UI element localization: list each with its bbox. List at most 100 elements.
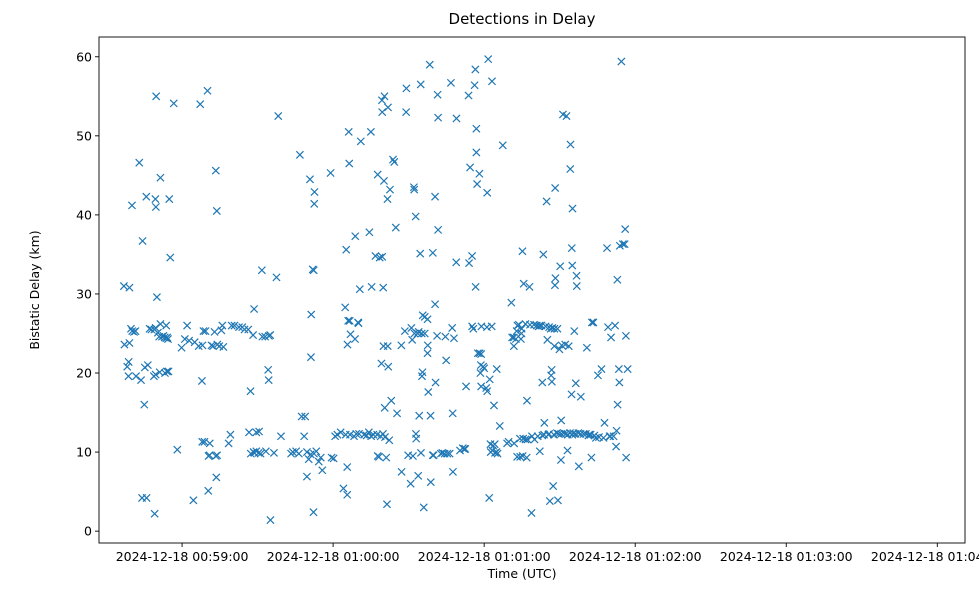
- data-point: [568, 204, 577, 213]
- data-point: [402, 84, 411, 93]
- data-point: [613, 275, 622, 284]
- data-point: [487, 77, 496, 86]
- data-point: [211, 166, 220, 175]
- data-point: [156, 319, 165, 329]
- data-point: [461, 444, 470, 453]
- data-point: [434, 225, 443, 234]
- data-point: [266, 331, 275, 340]
- data-point: [196, 100, 205, 109]
- data-point: [570, 327, 579, 336]
- data-point: [615, 378, 624, 387]
- data-point: [480, 364, 489, 373]
- x-tick-label: 2024-12-18 01:03:00: [720, 549, 853, 564]
- data-point: [143, 361, 152, 370]
- data-point: [620, 240, 629, 249]
- data-point: [377, 359, 386, 368]
- data-point: [314, 457, 323, 466]
- data-point: [470, 81, 479, 90]
- data-point: [551, 183, 560, 193]
- data-point: [173, 445, 182, 454]
- data-point: [410, 185, 419, 194]
- data-point: [204, 486, 213, 495]
- data-point: [460, 444, 469, 453]
- data-point: [568, 261, 577, 270]
- data-point: [475, 169, 484, 178]
- data-point: [379, 283, 388, 292]
- data-point: [200, 437, 209, 446]
- data-point: [327, 453, 336, 462]
- data-point: [302, 448, 311, 457]
- data-point: [355, 285, 364, 294]
- data-point: [572, 271, 581, 280]
- x-axis-label: Time (UTC): [486, 566, 556, 581]
- data-point: [550, 342, 559, 351]
- data-point: [306, 353, 315, 362]
- data-point: [345, 316, 354, 325]
- data-point: [545, 497, 554, 506]
- data-point: [429, 451, 438, 460]
- data-point: [550, 281, 559, 290]
- data-point: [416, 80, 425, 89]
- data-point: [468, 251, 477, 261]
- data-point: [490, 440, 499, 449]
- data-point: [417, 329, 426, 338]
- data-point: [266, 516, 275, 525]
- data-point: [309, 266, 318, 275]
- data-point: [527, 508, 536, 517]
- data-point: [205, 439, 214, 448]
- y-tick-label: 20: [76, 366, 92, 381]
- data-point: [218, 321, 227, 330]
- data-point: [425, 60, 434, 69]
- data-point: [369, 430, 378, 439]
- data-point: [493, 449, 502, 458]
- data-point: [162, 367, 171, 376]
- data-point: [252, 428, 261, 437]
- data-point: [613, 400, 622, 409]
- data-point: [393, 409, 402, 418]
- data-point: [591, 433, 600, 442]
- data-point: [414, 471, 423, 480]
- data-point: [469, 324, 478, 333]
- data-point: [434, 113, 443, 122]
- data-point: [142, 192, 151, 201]
- data-point: [258, 332, 267, 341]
- data-point: [465, 259, 474, 268]
- data-point: [150, 509, 159, 518]
- data-point: [549, 482, 558, 491]
- data-point: [165, 195, 174, 204]
- data-point: [227, 321, 236, 330]
- data-point: [448, 323, 457, 332]
- data-point: [180, 334, 189, 344]
- data-point: [212, 206, 221, 215]
- data-point: [212, 473, 221, 482]
- data-point: [138, 236, 147, 246]
- data-points: [119, 55, 632, 525]
- y-tick-label: 60: [76, 49, 92, 64]
- data-point: [382, 500, 392, 509]
- data-point: [423, 315, 432, 324]
- data-point: [226, 430, 235, 439]
- data-point: [310, 199, 319, 208]
- data-point: [377, 96, 386, 105]
- data-point: [379, 176, 388, 185]
- data-point: [564, 342, 573, 351]
- data-point: [301, 412, 310, 421]
- data-point: [449, 334, 458, 343]
- data-point: [587, 318, 596, 327]
- data-point: [127, 201, 137, 210]
- data-point: [169, 99, 178, 108]
- data-point: [125, 338, 134, 347]
- data-point: [378, 252, 387, 261]
- data-point: [542, 197, 551, 206]
- data-point: [124, 357, 133, 366]
- data-point: [371, 251, 380, 261]
- data-point: [562, 112, 571, 121]
- data-point: [307, 310, 316, 319]
- data-point: [600, 418, 609, 427]
- data-point: [563, 446, 572, 455]
- data-point: [607, 333, 616, 342]
- data-point: [163, 334, 173, 344]
- data-point: [264, 365, 273, 374]
- data-point: [198, 437, 207, 446]
- data-point: [140, 400, 149, 409]
